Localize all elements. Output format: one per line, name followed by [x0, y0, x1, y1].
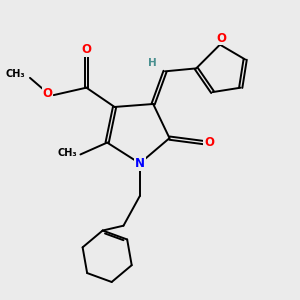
Text: O: O: [216, 32, 226, 45]
Text: CH₃: CH₃: [57, 148, 77, 158]
Text: O: O: [42, 87, 52, 100]
Text: N: N: [135, 157, 145, 170]
Text: H: H: [148, 58, 157, 68]
Text: O: O: [81, 44, 92, 56]
Text: CH₃: CH₃: [6, 69, 26, 79]
Text: O: O: [204, 136, 214, 149]
